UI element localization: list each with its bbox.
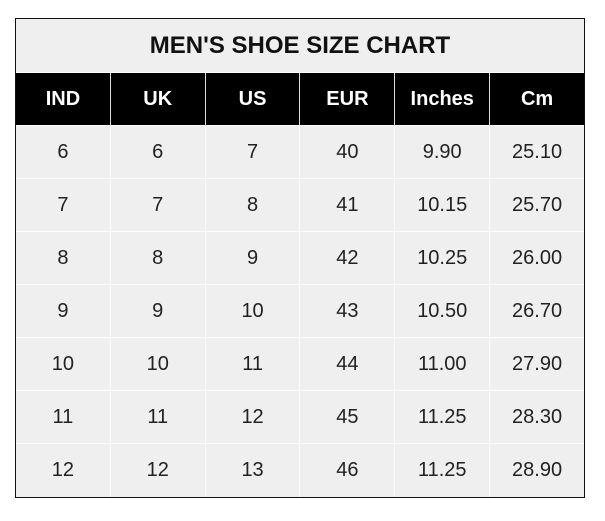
column-header-us: US <box>205 73 301 126</box>
table-cell-uk: 8 <box>110 232 206 285</box>
table-cell-inches: 10.50 <box>395 285 491 338</box>
table-row: 10 10 11 44 11.00 27.90 <box>16 338 584 391</box>
table-cell-inches: 11.25 <box>395 444 491 497</box>
table-cell-inches: 11.25 <box>395 391 491 444</box>
table-cell-ind: 10 <box>16 338 111 391</box>
table-cell-us: 13 <box>206 444 301 497</box>
table-cell-cm: 28.90 <box>512 459 563 481</box>
table-cell-ind: 6 <box>16 126 111 179</box>
header-row: IND UK US EUR Inches Cm <box>16 73 584 126</box>
table-cell-us: 8 <box>205 179 301 232</box>
table-cell-uk: 11 <box>110 391 206 444</box>
table-cell-uk: 6 <box>110 126 206 179</box>
table-row: 12 12 13 46 11.25 28.90 <box>16 444 584 497</box>
table-row: 6 6 7 40 9.90 25.10 <box>16 126 584 179</box>
table-cell-us: 9 <box>205 232 301 285</box>
table-cell-ind: 7 <box>16 179 111 232</box>
table-cell-eur: 45 <box>300 391 396 444</box>
table-cell-uk: 9 <box>110 285 206 338</box>
table-cell-eur: 43 <box>300 285 396 338</box>
column-header-ind: IND <box>16 73 111 126</box>
table-body: 6 6 7 40 9.90 25.10 7 7 8 41 10.15 25.70 8 8 9 42 10.25 2… <box>16 126 584 497</box>
table-cell-eur: 41 <box>300 179 396 232</box>
table-cell-us: 10 <box>205 285 301 338</box>
table-cell-cm: 25.70 <box>490 179 584 232</box>
table-cell-us: 7 <box>205 126 301 179</box>
table-row: 7 7 8 41 10.15 25.70 <box>16 179 584 232</box>
table-cell-ind: 11 <box>16 391 111 444</box>
table-cell-eur: 44 <box>300 338 396 391</box>
table-cell-eur: 40 <box>300 126 396 179</box>
table-cell-eur: 46 <box>300 444 396 497</box>
column-header-inches: Inches <box>395 73 491 126</box>
table-cell-uk: 7 <box>110 179 206 232</box>
table-cell-inches: 10.25 <box>395 232 491 285</box>
table-cell-uk: 10 <box>110 338 206 391</box>
table-cell-cm: 25.10 <box>490 126 584 179</box>
table-cell-inches: 9.90 <box>395 126 491 179</box>
table-cell-cm: 27.90 <box>490 338 584 391</box>
table-title: MEN'S SHOE SIZE CHART <box>16 19 584 73</box>
column-header-uk: UK <box>110 73 206 126</box>
column-header-eur: EUR <box>300 73 396 126</box>
table-row: 8 8 9 42 10.25 26.00 <box>16 232 584 285</box>
table-cell-ind: 9 <box>16 285 111 338</box>
table-cell-inches: 11.00 <box>395 338 491 391</box>
shoe-size-table: MEN'S SHOE SIZE CHART IND UK US EUR Inches Cm… <box>15 18 585 498</box>
column-header-cm: Cm <box>490 73 584 126</box>
table-row: 9 9 10 43 10.50 26.70 <box>16 285 584 338</box>
table-cell-cm: 26.00 <box>490 232 584 285</box>
table-row: 11 11 12 45 11.25 28.30 <box>16 391 584 444</box>
table-cell-cm: 28.30 <box>490 391 584 444</box>
table-cell-ind: 8 <box>16 232 111 285</box>
table-cell-cm: 26.70 <box>490 285 584 338</box>
table-cell-ind: 12 <box>16 444 111 497</box>
table-cell-us: 12 <box>205 391 301 444</box>
table-cell-inches: 10.15 <box>395 179 491 232</box>
table-cell-eur: 42 <box>300 232 396 285</box>
table-cell-uk: 12 <box>111 444 206 497</box>
table-cell-us: 11 <box>205 338 301 391</box>
